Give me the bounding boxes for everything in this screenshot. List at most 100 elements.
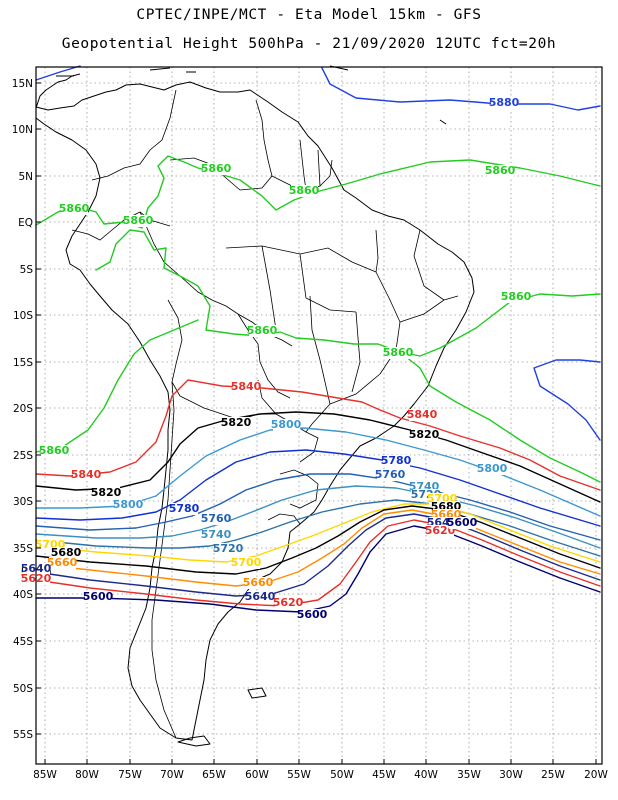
contour-labels: 5880 5860 5860 5860 5860 5860 5860 5860 5860 5860…: [21, 96, 532, 621]
contour-label-background: [245, 577, 272, 589]
contour-5620: [35, 519, 601, 607]
contour-label: 5600: [297, 608, 328, 621]
contour-label-background: [223, 417, 250, 429]
contour-label-background: [275, 597, 302, 609]
longitude-axis: 85W 80W 75W 70W 65W 60W 55W 50W 45W 40W 35W 30W 25W 2…: [33, 759, 608, 781]
contour-label: 5840: [231, 380, 262, 393]
latitude-tick-label: 10S: [13, 310, 33, 322]
contour-label-background: [487, 165, 514, 177]
border-colombia: [91, 89, 177, 181]
contour-label-background: [203, 529, 230, 541]
latitude-tick-label: 15S: [13, 357, 33, 369]
tierra-del-fuego: [177, 735, 211, 747]
border-bolivia-east: [237, 313, 291, 399]
contour-5780: [35, 449, 601, 527]
contour-label-background: [93, 487, 120, 499]
contour-label-background: [247, 591, 274, 603]
contour-label-background: [409, 409, 436, 421]
contour-label-background: [233, 381, 260, 393]
contour-label-background: [411, 429, 438, 441]
longitude-tick-label: 50W: [330, 769, 354, 781]
contour-label-background: [115, 499, 142, 511]
latitude-tick-label: 45S: [13, 636, 33, 648]
longitude-tick-label: 25W: [541, 769, 565, 781]
contour-label: 5840: [407, 408, 438, 421]
contour-label: 5860: [289, 184, 320, 197]
contour-label: 5780: [169, 502, 200, 515]
longitude-tick-label: 30W: [499, 769, 523, 781]
contour-label-background: [171, 503, 198, 515]
brazil-state-lines: [225, 229, 459, 433]
contour-label: 5600: [447, 516, 478, 529]
longitude-tick-label: 60W: [245, 769, 269, 781]
chart-title-line-1: CPTEC/INPE/MCT - Eta Model 15km - GFS: [136, 7, 482, 23]
contour-label: 5820: [221, 416, 252, 429]
latitude-tick-label: 10N: [12, 124, 33, 136]
longitude-tick-label: 85W: [33, 769, 57, 781]
caribbean-islands: [56, 65, 447, 125]
contour-label: 5640: [245, 590, 276, 603]
contour-label-background: [427, 525, 454, 537]
contour-label: 5720: [213, 542, 244, 555]
contour-label-background: [273, 419, 300, 431]
border-uruguay: [279, 469, 319, 509]
contour-label: 5700: [231, 556, 262, 569]
latitude-tick-label: 55S: [13, 729, 33, 741]
contour-label: 5800: [113, 498, 144, 511]
contour-label: 5600: [83, 590, 114, 603]
latitude-tick-label: 40S: [13, 589, 33, 601]
latitude-tick-label: 30S: [13, 496, 33, 508]
contour-label: 5800: [271, 418, 302, 431]
longitude-tick-label: 55W: [287, 769, 311, 781]
contour-5660: [35, 509, 601, 587]
contour-5740: [35, 485, 601, 549]
latitude-tick-label: 5S: [20, 264, 34, 276]
contour-5880-north: [35, 65, 601, 111]
contour-label: 5760: [375, 468, 406, 481]
contour-label-background: [53, 547, 80, 559]
contour-label: 5620: [425, 524, 456, 537]
contour-label-background: [41, 445, 68, 457]
contour-label-background: [125, 215, 152, 227]
contour-lines: [35, 65, 601, 613]
latitude-tick-label: 25S: [13, 450, 33, 462]
contour-label: 5860: [383, 346, 414, 359]
contour-label: 5800: [477, 462, 508, 475]
border-venezuela: [169, 99, 273, 191]
contour-label-background: [377, 469, 404, 481]
contour-label-background: [299, 609, 326, 621]
contour-5860-north: [35, 155, 601, 229]
chart-title-line-2: Geopotential Height 500hPa - 21/09/2020 …: [61, 36, 557, 52]
contour-label: 5860: [123, 214, 154, 227]
falkland-islands: [247, 687, 267, 699]
latitude-tick-label: EQ: [18, 217, 33, 229]
contour-5600: [35, 525, 601, 613]
latitude-axis: 15N 10N 5N EQ 5S 10S 15S 20S 25S 30S 35S 40S 45S 50S 5…: [12, 78, 41, 741]
contour-5720: [35, 499, 601, 557]
central-america-coast: [35, 73, 81, 109]
contour-label: 5780: [381, 454, 412, 467]
longitude-tick-label: 65W: [202, 769, 226, 781]
contour-label: 5620: [273, 596, 304, 609]
contour-5840: [35, 379, 601, 491]
contour-label: 5880: [489, 96, 520, 109]
contour-label-background: [85, 591, 112, 603]
contour-label-background: [291, 185, 318, 197]
contour-label: 5860: [485, 164, 516, 177]
contour-label-background: [385, 347, 412, 359]
contour-5760: [35, 473, 601, 541]
contour-label: 5760: [201, 512, 232, 525]
contour-label: 5860: [59, 202, 90, 215]
contour-label-background: [203, 163, 230, 175]
contour-label-background: [203, 513, 230, 525]
contour-label: 5860: [201, 162, 232, 175]
contour-label-background: [233, 557, 260, 569]
contour-label: 5860: [247, 324, 278, 337]
contour-5880-east: [533, 359, 601, 441]
contour-label: 5660: [47, 556, 78, 569]
longitude-tick-label: 75W: [118, 769, 142, 781]
contour-5860-east: [399, 351, 601, 483]
contour-5860-west: [35, 319, 199, 453]
contour-label: 5860: [501, 290, 532, 303]
